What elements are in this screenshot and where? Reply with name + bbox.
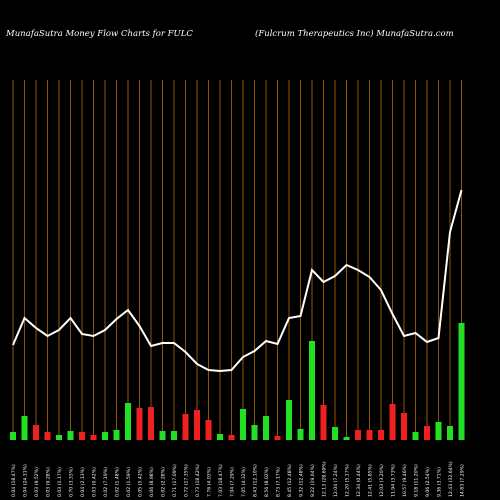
x-tick-label: 0.73 (18.42%) bbox=[195, 464, 201, 497]
x-tick-label: 0.05 (5.42%) bbox=[137, 467, 143, 497]
x-tick-label: 7.04 (7.29%) bbox=[229, 467, 235, 497]
x-tick-label: 7.03 (18.47%) bbox=[218, 464, 224, 497]
x-tick-label: 0.03 (9.28%) bbox=[45, 467, 51, 497]
bar bbox=[217, 434, 223, 440]
bar bbox=[44, 432, 51, 440]
bar bbox=[171, 431, 177, 440]
x-tick-label: 12.20 (5.17%) bbox=[344, 464, 350, 497]
bar bbox=[194, 410, 200, 440]
bar bbox=[309, 341, 315, 440]
bar bbox=[458, 323, 465, 440]
x-tick-label: 8.43 (12.10%) bbox=[252, 464, 258, 497]
x-tick-label: 0.03 (9.52%) bbox=[34, 467, 40, 497]
x-tick-label: 12.04 (7.24%) bbox=[333, 464, 339, 497]
x-tick-label: 12.13 (28.69%) bbox=[321, 461, 327, 497]
bar bbox=[274, 436, 281, 440]
x-tick-label: 0.02 (2.28%) bbox=[160, 467, 166, 497]
x-tick-label: 0.04 (2.13%) bbox=[80, 467, 86, 497]
bar bbox=[182, 414, 189, 440]
bar bbox=[240, 409, 246, 440]
bar bbox=[263, 416, 269, 440]
bar bbox=[125, 403, 131, 440]
bar bbox=[366, 430, 373, 440]
x-tick-label: 0.02 (1.59%) bbox=[126, 467, 132, 497]
bar bbox=[332, 427, 338, 440]
x-tick-label: 11.94 (3.73%) bbox=[390, 464, 396, 497]
x-tick-label: 10.57 (9.46%) bbox=[402, 464, 408, 497]
x-tick-label: 9.22 (19.04%) bbox=[310, 464, 316, 497]
x-tick-label: 12.03 (3.20%) bbox=[379, 464, 385, 497]
bar bbox=[320, 405, 327, 440]
x-tick-label: 9.36 (3.71%) bbox=[436, 467, 442, 497]
x-tick-label: 12.41 (5.85%) bbox=[367, 464, 373, 497]
x-tick-label: 9.32 (12.48%) bbox=[298, 464, 304, 497]
bar bbox=[21, 416, 28, 440]
bar bbox=[401, 413, 407, 440]
x-tick-label: 0.02 (7.19%) bbox=[103, 467, 109, 497]
bar bbox=[205, 420, 212, 440]
bar bbox=[159, 431, 166, 440]
bar bbox=[90, 435, 97, 440]
bar bbox=[286, 400, 292, 440]
x-tick-label: 7.76 (4.03%) bbox=[206, 467, 212, 497]
bar bbox=[424, 426, 430, 440]
x-tick-label: 0.70 (3.33%) bbox=[68, 467, 74, 497]
bar bbox=[228, 435, 235, 440]
bar bbox=[10, 432, 16, 440]
x-tick-label: 8.45 (12.48%) bbox=[287, 464, 293, 497]
chart-subtitle: (Fulcrum Therapeutics Inc) MunafaSutra.c… bbox=[255, 28, 454, 39]
money-flow-line bbox=[12, 189, 463, 373]
bar bbox=[343, 437, 350, 440]
bar bbox=[136, 408, 143, 440]
bar bbox=[447, 426, 453, 440]
bar bbox=[378, 430, 384, 440]
x-tick-label: 9.06 (2.54%) bbox=[425, 467, 431, 497]
bar bbox=[113, 430, 120, 440]
x-tick-label: 8.73 (7.17%) bbox=[275, 467, 281, 497]
x-tick-label: 0.71 (17.09%) bbox=[172, 464, 178, 497]
bar bbox=[79, 432, 85, 440]
bar bbox=[67, 431, 74, 440]
bar bbox=[102, 432, 108, 440]
chart-title: MunafaSutra Money Flow Charts for FULC bbox=[5, 29, 193, 39]
bar bbox=[355, 430, 361, 440]
x-tick-label: 14.83 (7.29%) bbox=[459, 464, 465, 497]
bar bbox=[297, 429, 304, 440]
x-tick-label: 0.72 (17.35%) bbox=[183, 464, 189, 497]
x-tick-label: 8.56 (8.02%) bbox=[264, 467, 270, 497]
bar bbox=[56, 435, 62, 440]
bar bbox=[148, 407, 154, 440]
bar bbox=[389, 404, 396, 440]
bar bbox=[33, 425, 39, 440]
bar bbox=[435, 422, 442, 440]
x-tick-label: 12.43 (32.64%) bbox=[448, 461, 454, 497]
x-tick-label: 12.34 (0.44%) bbox=[356, 464, 362, 497]
bar bbox=[251, 425, 258, 440]
x-tick-label: 0.02 (1.48%) bbox=[114, 467, 120, 497]
x-tick-label: 7.05 (4.32%) bbox=[241, 467, 247, 497]
bar bbox=[412, 432, 419, 440]
x-tick-label: 0.03 (1.17%) bbox=[57, 467, 63, 497]
x-tick-label: 0.04 (24.31%) bbox=[22, 464, 28, 497]
x-tick-label: 0.04 (18.47%) bbox=[11, 464, 17, 497]
x-tick-label: 0.06 (8.98%) bbox=[149, 467, 155, 497]
x-tick-label: 9.18 (11.20%) bbox=[413, 464, 419, 497]
x-tick-label: 0.03 (0.42%) bbox=[91, 467, 97, 497]
